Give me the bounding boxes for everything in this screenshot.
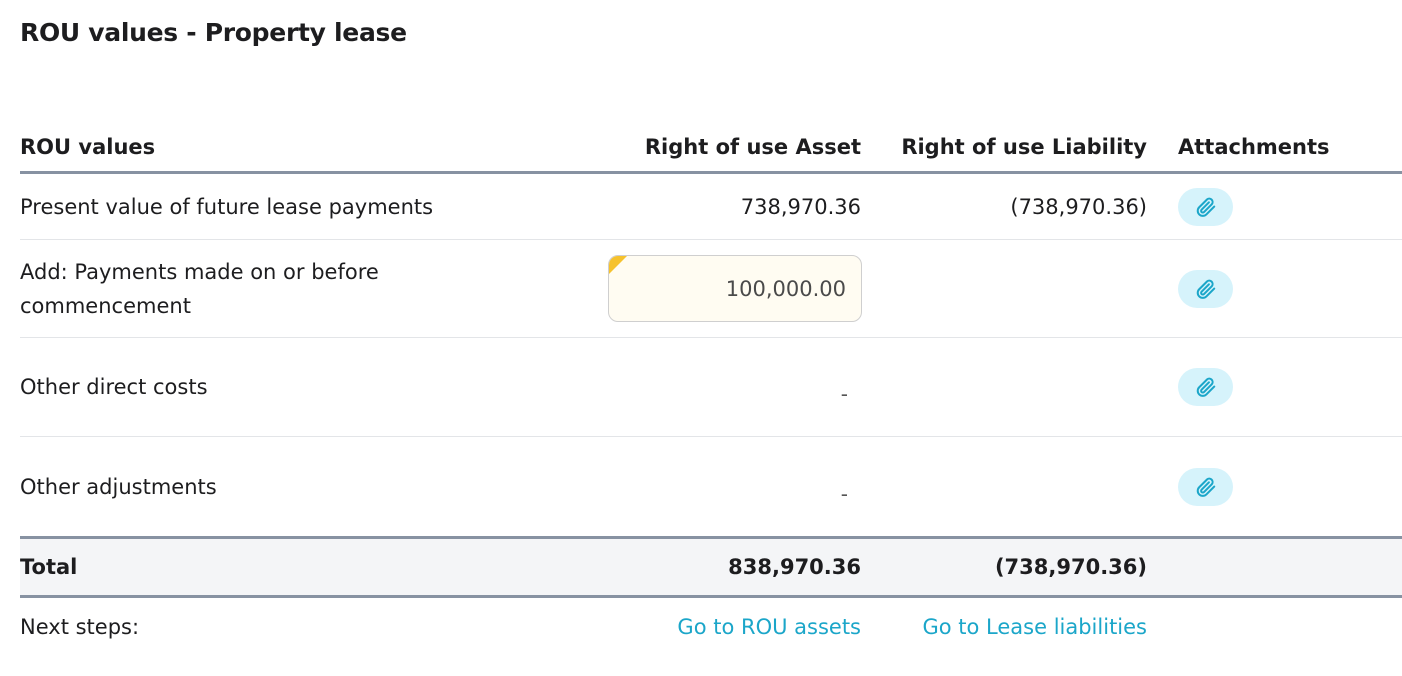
row-label: Add: Payments made on or before commence… — [20, 240, 580, 337]
column-header-rou-asset: Right of use Asset — [644, 134, 861, 159]
attach-button[interactable] — [1178, 368, 1233, 406]
column-header-rou-liability: Right of use Liability — [901, 134, 1147, 159]
attach-button[interactable] — [1178, 187, 1233, 226]
next-steps-label: Next steps: — [20, 615, 140, 639]
table-row: Other adjustments - — [20, 437, 1402, 536]
liability-link-cell: Go to Lease liabilities — [900, 598, 1147, 656]
go-to-lease-liabilities-link[interactable]: Go to Lease liabilities — [922, 615, 1147, 639]
paperclip-icon — [1196, 279, 1215, 299]
go-to-rou-assets-link[interactable]: Go to ROU assets — [677, 615, 861, 639]
next-steps-row: Next steps: Go to ROU assets Go to Lease… — [20, 598, 1402, 656]
column-header-attachments: Attachments — [1178, 134, 1330, 159]
rou-asset-cell: 100,000.00 — [580, 240, 862, 337]
total-rou-liability-value: (738,970.36) — [994, 555, 1147, 579]
rou-asset-value: 738,970.36 — [740, 194, 861, 219]
page-title: ROU values - Property lease — [20, 18, 407, 47]
rou-values-table: ROU values Right of use Asset Right of u… — [20, 122, 1402, 656]
column-header-rou-values: ROU values — [20, 134, 156, 159]
payments-before-commencement-input[interactable]: 100,000.00 — [608, 255, 862, 322]
rou-liability-value: (738,970.36) — [1010, 194, 1147, 219]
attach-button[interactable] — [1178, 467, 1233, 506]
row-label-line: Add: Payments made on or before — [20, 259, 379, 284]
paperclip-icon — [1196, 377, 1215, 397]
attachments-cell — [1178, 437, 1378, 536]
other-adjustments-input[interactable]: - — [840, 481, 848, 506]
attach-button[interactable] — [1178, 269, 1233, 308]
asset-link-cell: Go to ROU assets — [580, 598, 861, 656]
table-row: Other direct costs - — [20, 338, 1402, 437]
attachments-cell — [1178, 174, 1378, 239]
total-row: Total 838,970.36 (738,970.36) — [20, 536, 1402, 598]
row-label: Present value of future lease payments — [20, 194, 434, 219]
paperclip-icon — [1196, 197, 1215, 217]
row-label: Other adjustments — [20, 474, 217, 499]
paperclip-icon — [1196, 477, 1215, 497]
row-label-line: commencement — [20, 293, 191, 318]
table-header-row: ROU values Right of use Asset Right of u… — [20, 122, 1402, 174]
table-row: Add: Payments made on or before commence… — [20, 240, 1402, 338]
rou-asset-cell: - — [580, 437, 861, 536]
attachments-cell — [1178, 338, 1378, 436]
rou-asset-cell: - — [580, 338, 861, 436]
attachments-cell — [1178, 240, 1378, 337]
other-direct-costs-input[interactable]: - — [840, 382, 848, 406]
total-label: Total — [20, 555, 78, 579]
total-rou-asset-value: 838,970.36 — [728, 555, 861, 579]
row-label: Other direct costs — [20, 375, 208, 399]
table-row: Present value of future lease payments 7… — [20, 174, 1402, 240]
